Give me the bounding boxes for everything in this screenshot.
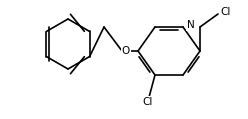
Text: Cl: Cl: [143, 97, 153, 107]
Text: Cl: Cl: [220, 7, 230, 17]
Text: N: N: [187, 20, 195, 30]
Text: O: O: [122, 46, 130, 56]
